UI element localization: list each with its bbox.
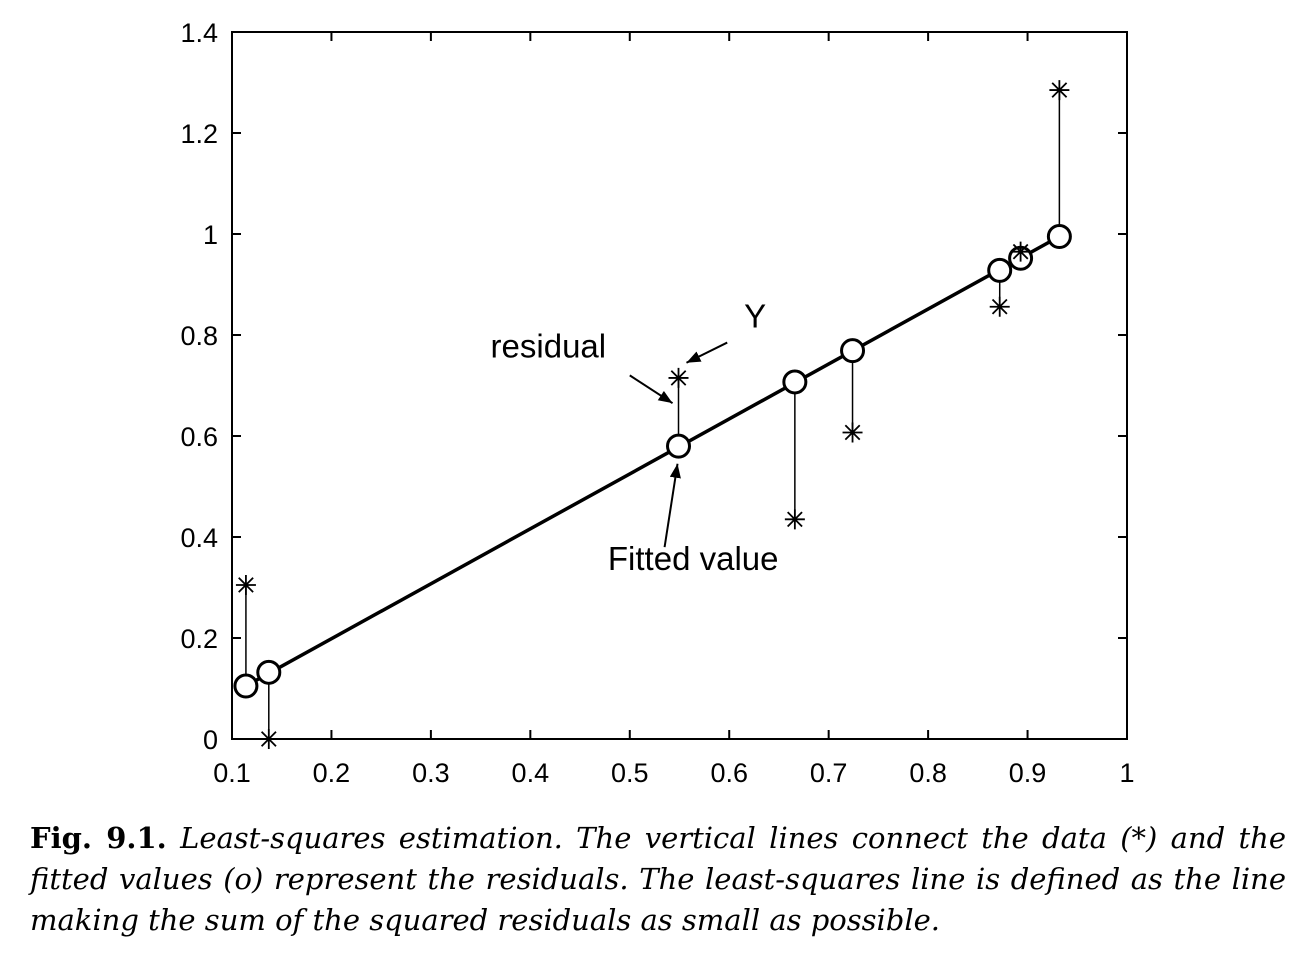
data-point-asterisk (842, 422, 863, 443)
figure-caption: Fig. 9.1. Least-squares estimation. The … (30, 818, 1286, 941)
data-point-asterisk (784, 509, 805, 530)
y-tick-label: 1 (203, 220, 218, 250)
data-point-markers (235, 80, 1070, 749)
y-tick-label: 0.6 (180, 422, 218, 452)
annotation-y-arrow (686, 341, 728, 364)
fitted-value-circle (782, 369, 808, 395)
x-tick-label: 0.1 (213, 758, 251, 788)
x-tick-label: 0.9 (1009, 758, 1047, 788)
y-tick-label: 0.8 (180, 321, 218, 351)
x-tick-label: 0.7 (810, 758, 848, 788)
fitted-value-circle (233, 673, 259, 699)
annotation-residual-arrow (629, 374, 674, 405)
fitted-value-circle (987, 257, 1013, 283)
x-tick-label: 0.2 (313, 758, 351, 788)
x-tick-label: 0.6 (710, 758, 748, 788)
y-axis-ticks: 0 0.2 0.4 0.6 0.8 1 1.2 1.4 (180, 18, 1127, 755)
data-point-asterisk (989, 296, 1010, 317)
fitted-value-circle (256, 659, 282, 685)
y-tick-label: 1.2 (180, 119, 218, 149)
fit-line (245, 234, 1061, 688)
x-tick-label: 0.5 (611, 758, 649, 788)
x-tick-label: 1 (1119, 758, 1134, 788)
least-squares-line (245, 234, 1061, 688)
plot-frame (231, 31, 1128, 740)
figure-caption-text: Least-squares estimation. The vertical l… (30, 821, 1287, 937)
x-tick-label: 0.8 (909, 758, 947, 788)
y-tick-label: 0.4 (180, 523, 218, 553)
figure-number: Fig. 9.1. (30, 821, 167, 855)
y-tick-label: 0.2 (180, 624, 218, 654)
annotation-fitted-value-arrow (663, 463, 681, 548)
y-tick-label: 0 (203, 725, 218, 755)
data-point-asterisk (1010, 241, 1031, 262)
x-tick-label: 0.3 (412, 758, 450, 788)
data-point-asterisk (1049, 80, 1070, 101)
least-squares-chart: 0.1 0.2 0.3 0.4 0.5 0.6 0.7 0.8 0.9 1 00.20.40.60… (180, 18, 1135, 788)
data-point-asterisk (258, 729, 279, 749)
x-tick-label: 0.4 (512, 758, 550, 788)
annotation-residual-label: residual (491, 328, 607, 365)
residual-lines (245, 90, 1061, 739)
annotation-fitted-value-label: Fitted value (608, 540, 779, 577)
x-axis-ticks: 0.1 0.2 0.3 0.4 0.5 0.6 0.7 0.8 0.9 1 (213, 32, 1135, 788)
annotation-y-label: Y (744, 297, 766, 334)
data-point-asterisk (668, 367, 689, 388)
fitted-value-circle (1046, 224, 1072, 250)
fitted-value-circle (666, 433, 692, 459)
y-tick-label: 1.4 (180, 18, 218, 48)
annotations: residual Y Fitted value (491, 297, 779, 576)
fitted-value-circle (840, 338, 866, 364)
data-point-asterisk (235, 574, 256, 595)
